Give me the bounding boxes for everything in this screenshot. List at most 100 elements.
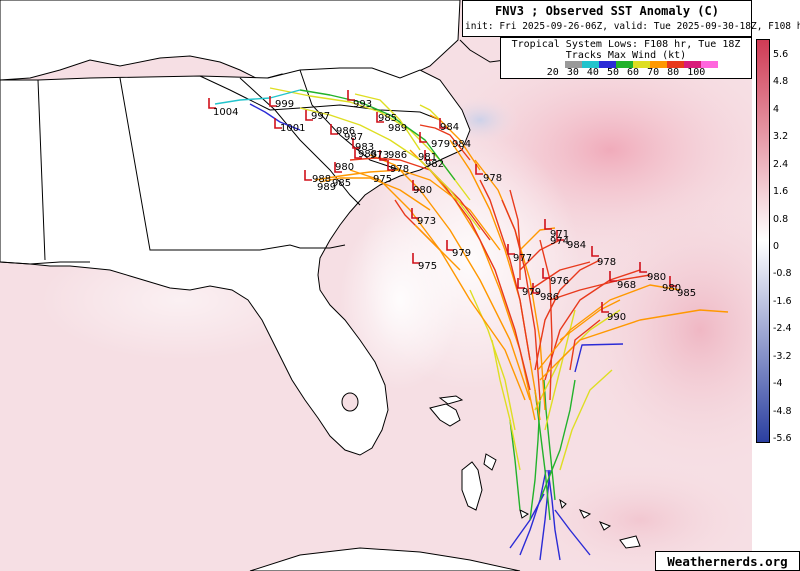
sst-anomaly-map: 1004 999 997 1001 993 985 989 986 987 98… bbox=[0, 0, 752, 571]
low-label: 979 bbox=[522, 287, 541, 298]
colorbar-label: -4 bbox=[773, 378, 783, 390]
low-label: 978 bbox=[390, 164, 409, 175]
low-label: 984 bbox=[567, 240, 586, 251]
grand-bahama bbox=[438, 395, 464, 405]
low-label: 986 bbox=[388, 150, 407, 161]
low-label: 1001 bbox=[280, 123, 305, 134]
low-label: 978 bbox=[483, 173, 502, 184]
legend-category: 50 bbox=[606, 67, 627, 78]
low-label: 979 bbox=[431, 139, 450, 150]
low-label: 985 bbox=[378, 113, 397, 124]
colorbar-gradient bbox=[756, 39, 770, 443]
low-label: 993 bbox=[353, 99, 372, 110]
colorbar-label: 3.2 bbox=[773, 131, 789, 143]
low-label: 999 bbox=[275, 99, 294, 110]
low-label: 986 bbox=[336, 126, 355, 137]
low-label: 977 bbox=[513, 253, 532, 264]
map-title: FNV3 ; Observed SST Anomaly (C) bbox=[495, 4, 719, 18]
credit-label: Weathernerds.org bbox=[655, 551, 800, 571]
low-label: 971 bbox=[550, 229, 569, 240]
low-label: 973 bbox=[370, 150, 389, 161]
low-label: 984 bbox=[452, 139, 471, 150]
legend-subtitle: Tracks Max Wind (kt) bbox=[565, 50, 687, 61]
legend-swatch bbox=[633, 61, 650, 68]
legend-category: 80 bbox=[667, 67, 688, 78]
legend-categories: 20 30 40 50 60 70 80 100 bbox=[501, 67, 751, 78]
colorbar-label: 0.8 bbox=[773, 213, 789, 225]
low-label: 968 bbox=[617, 280, 636, 291]
low-label: 975 bbox=[418, 261, 437, 272]
legend-swatches bbox=[565, 61, 718, 68]
low-label: 1004 bbox=[213, 107, 238, 118]
legend-category: 20 bbox=[546, 67, 567, 78]
colorbar-label: 2.4 bbox=[773, 158, 789, 170]
low-label: 980 bbox=[647, 272, 666, 283]
colorbar-label: -1.6 bbox=[773, 295, 792, 307]
legend-swatch bbox=[616, 61, 633, 68]
bahamas-andros bbox=[461, 461, 483, 511]
colorbar-label: 4.8 bbox=[773, 76, 789, 88]
low-label: 982 bbox=[425, 159, 444, 170]
legend-swatch bbox=[667, 61, 684, 68]
colorbar-label: 5.6 bbox=[773, 49, 789, 60]
legend-swatch bbox=[684, 61, 701, 68]
low-label: 985 bbox=[677, 288, 696, 299]
low-label: 981 bbox=[418, 152, 437, 163]
low-label: 975 bbox=[373, 174, 392, 185]
legend-swatch bbox=[701, 61, 718, 68]
low-label: 988 bbox=[312, 174, 331, 185]
track-legend: Tropical System Lows: F108 hr, Tue 18Z T… bbox=[500, 37, 752, 79]
lake-okeechobee bbox=[341, 392, 359, 412]
bahamas-abaco bbox=[429, 403, 461, 427]
colorbar: 5.6 4.8 4 3.2 2.4 1.6 0.8 0 -0.8 -1.6 -2.4 -3.2 -4 -4… bbox=[752, 37, 800, 447]
legend-swatch bbox=[650, 61, 667, 68]
map-subtitle: init: Fri 2025-09-26-06Z, valid: Tue 202… bbox=[465, 21, 800, 32]
title-box: FNV3 ; Observed SST Anomaly (C) init: Fr… bbox=[462, 0, 800, 37]
low-labels: 1004 999 997 1001 993 985 989 986 987 98… bbox=[213, 99, 696, 323]
low-label: 988 bbox=[358, 149, 377, 160]
small-islands bbox=[519, 498, 641, 549]
gulf-coast-line bbox=[0, 261, 90, 265]
legend-category: 60 bbox=[627, 67, 648, 78]
legend-swatch bbox=[565, 61, 582, 68]
legend-category: 70 bbox=[647, 67, 668, 78]
low-label: 979 bbox=[452, 248, 471, 259]
legend-swatch bbox=[582, 61, 599, 68]
low-label: 983 bbox=[355, 142, 374, 153]
legend-title: Tropical System Lows: F108 hr, Tue 18Z bbox=[511, 39, 741, 50]
low-label: 976 bbox=[550, 276, 569, 287]
colorbar-label: -0.8 bbox=[773, 268, 792, 280]
colorbar-label: -4.8 bbox=[773, 405, 792, 417]
sst-shading bbox=[40, 30, 752, 571]
low-label: 978 bbox=[597, 257, 616, 268]
low-label: 980 bbox=[335, 162, 354, 173]
map-svg: 1004 999 997 1001 993 985 989 986 987 98… bbox=[0, 0, 752, 571]
colorbar-label: 4 bbox=[773, 103, 780, 115]
low-markers bbox=[208, 90, 677, 313]
legend-category: 40 bbox=[586, 67, 607, 78]
colorbar-label: 1.6 bbox=[773, 186, 789, 198]
low-label: 973 bbox=[417, 216, 436, 227]
low-label: 974 bbox=[550, 236, 569, 247]
low-label: 980 bbox=[413, 185, 432, 196]
low-label: 989 bbox=[317, 182, 336, 193]
land bbox=[0, 0, 641, 571]
colorbar-label: -2.4 bbox=[773, 323, 792, 335]
bahamas-eleuthera bbox=[483, 453, 497, 471]
colorbar-label: -5.6 bbox=[773, 433, 792, 444]
state-borders bbox=[37, 69, 441, 261]
legend-swatch bbox=[599, 61, 616, 68]
low-label: 997 bbox=[311, 111, 330, 122]
legend-category: 30 bbox=[566, 67, 587, 78]
low-label: 987 bbox=[344, 132, 363, 143]
low-label: 985 bbox=[332, 178, 351, 189]
low-label: 986 bbox=[540, 292, 559, 303]
low-label: 989 bbox=[388, 123, 407, 134]
southeast-us bbox=[0, 67, 471, 456]
legend-category: 100 bbox=[687, 67, 706, 78]
us-mainland bbox=[0, 0, 461, 81]
colorbar-label: 0 bbox=[773, 241, 780, 252]
low-label: 990 bbox=[607, 312, 626, 323]
colorbar-label: -3.2 bbox=[773, 350, 792, 362]
